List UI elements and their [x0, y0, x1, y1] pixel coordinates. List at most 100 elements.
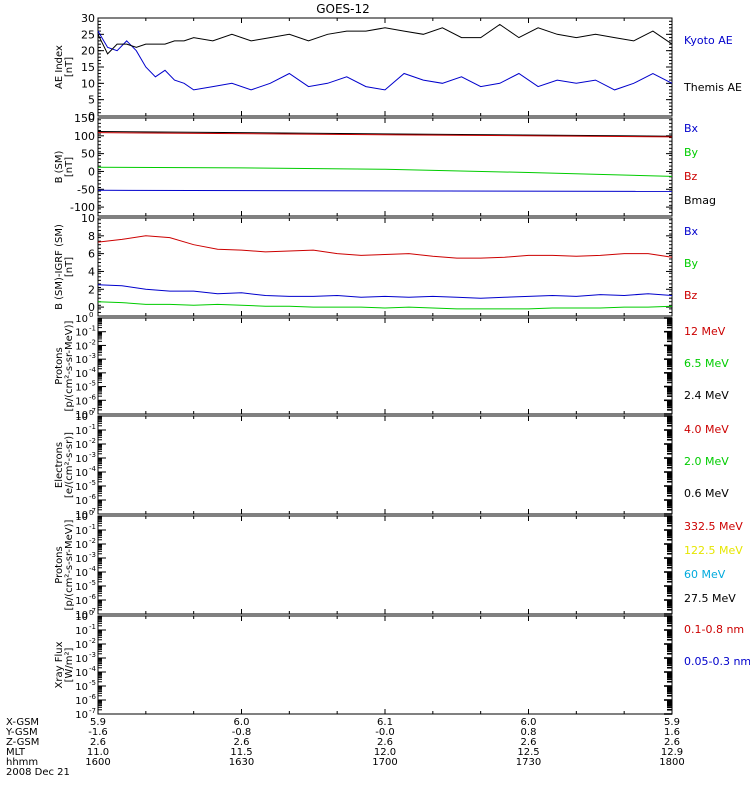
y-tick-label: 50 — [81, 148, 95, 161]
x-axis-row-label: Z-GSM — [6, 737, 39, 748]
y-tick-label: 10 — [75, 710, 88, 721]
series-line-by — [97, 301, 673, 310]
y-tick-label: 10 — [75, 454, 88, 465]
y-tick-label: 10 — [75, 668, 88, 679]
y-tick-exponent: -3 — [89, 451, 96, 459]
y-tick-label: 10 — [75, 328, 88, 339]
panel-frame — [97, 415, 673, 515]
x-axis-row-label: hhmm — [6, 757, 38, 768]
y-tick-exponent: -5 — [89, 579, 96, 587]
y-tick-label: 10 — [75, 626, 88, 637]
series-line-bz — [97, 132, 673, 138]
y-tick-exponent: -6 — [89, 393, 97, 401]
series-line-by — [97, 166, 673, 177]
y-tick-exponent: 0 — [89, 609, 93, 617]
x-tick-value: -0.0 — [375, 727, 395, 738]
y-tick-label: 10 — [75, 696, 88, 707]
x-tick-value: 2.6 — [90, 737, 106, 748]
y-tick-label: 0 — [88, 301, 95, 314]
y-axis-label-line: B (SM)-IGRF (SM) — [54, 224, 65, 310]
y-tick-label: 10 — [75, 540, 88, 551]
y-axis-label: AE Index[nT] — [54, 45, 75, 89]
y-tick-exponent: -7 — [89, 707, 96, 715]
legend-0-6-mev: 0.6 MeV — [684, 487, 729, 500]
y-tick-label: -100 — [70, 201, 95, 214]
plot-title: GOES-12 — [316, 2, 370, 16]
y-tick-label: 0 — [88, 110, 95, 123]
y-tick-label: 10 — [75, 482, 88, 493]
legend-by: By — [684, 146, 699, 159]
y-axis-label-line: B (SM) — [54, 150, 65, 183]
y-tick-exponent: 0 — [89, 409, 93, 417]
legend-4-0-mev: 4.0 MeV — [684, 423, 729, 436]
panel-frame — [97, 515, 673, 615]
y-tick-label: 10 — [75, 654, 88, 665]
y-tick-label: 8 — [88, 230, 95, 243]
y-tick-label: 10 — [75, 582, 88, 593]
x-tick-value: 1700 — [372, 757, 397, 768]
x-tick-value: -0.8 — [232, 727, 252, 738]
x-axis-labels: X-GSMY-GSMZ-GSMMLThhmm5.9-1.62.611.01600… — [5, 717, 685, 778]
y-tick-label: 0 — [88, 165, 95, 178]
y-tick-label: 5 — [88, 94, 95, 107]
y-tick-label: -50 — [77, 183, 95, 196]
y-tick-label: 10 — [75, 341, 88, 352]
y-tick-exponent: -4 — [89, 565, 97, 573]
x-tick-value: 1800 — [659, 757, 684, 768]
y-axis-label: Electrons[e/(cm²-s-sr)] — [54, 432, 75, 498]
x-tick-value: 12.5 — [517, 747, 539, 758]
x-tick-value: 12.9 — [661, 747, 683, 758]
y-axis-label: Protons[p/(cm²-s-sr-MeV)] — [54, 519, 75, 610]
x-tick-value: 11.5 — [230, 747, 252, 758]
y-tick-label: 30 — [81, 12, 95, 25]
y-tick-label: 25 — [81, 28, 95, 41]
y-tick-exponent: -7 — [89, 407, 96, 415]
legend-kyoto-ae: Kyoto AE — [684, 34, 733, 47]
series-line-bx — [97, 284, 673, 299]
y-tick-label: 10 — [81, 77, 95, 90]
y-tick-label: 10 — [75, 314, 88, 325]
legend-bz: Bz — [684, 289, 698, 302]
y-axis-label-line: [nT] — [64, 57, 75, 77]
panel-frame — [97, 615, 673, 715]
y-tick-label: 20 — [81, 45, 95, 58]
y-axis-label-line: [nT] — [64, 257, 75, 277]
y-tick-exponent: -5 — [89, 380, 96, 388]
legend-2-0-mev: 2.0 MeV — [684, 455, 729, 468]
legend-bmag: Bmag — [684, 194, 716, 207]
x-tick-value: 2.6 — [664, 737, 680, 748]
y-axis-label-line: Xray Flux — [54, 641, 65, 688]
y-tick-label: 10 — [75, 440, 88, 451]
y-tick-label: 10 — [75, 426, 88, 437]
legend-by: By — [684, 257, 699, 270]
x-tick-value: 1.6 — [664, 727, 680, 738]
y-axis-label: B (SM)-IGRF (SM)[nT] — [54, 224, 75, 310]
y-tick-exponent: 0 — [89, 311, 93, 319]
x-tick-value: 5.9 — [90, 717, 106, 728]
y-axis-label: Xray Flux[W/m²] — [54, 641, 75, 688]
legend-bx: Bx — [684, 122, 699, 135]
y-tick-exponent: -6 — [89, 593, 97, 601]
x-axis-row-label: X-GSM — [6, 717, 39, 728]
y-tick-label: 10 — [75, 410, 88, 421]
y-tick-label: 10 — [75, 510, 88, 521]
y-tick-exponent: -3 — [89, 651, 96, 659]
y-tick-exponent: -3 — [89, 551, 96, 559]
x-tick-value: -1.6 — [88, 727, 108, 738]
y-tick-label: 10 — [75, 640, 88, 651]
y-axis-label-line: Electrons — [54, 442, 65, 488]
x-tick-value: 0.8 — [521, 727, 537, 738]
y-tick-label: 10 — [75, 526, 88, 537]
y-axis-label-line: [p/(cm²-s-sr-MeV)] — [64, 320, 75, 411]
panel-frame — [97, 317, 673, 415]
y-tick-label: 10 — [75, 612, 88, 623]
y-tick-exponent: -5 — [89, 679, 96, 687]
x-tick-value: 6.0 — [521, 717, 537, 728]
legend-60-mev: 60 MeV — [684, 568, 726, 581]
x-tick-value: 6.1 — [377, 717, 393, 728]
series-line-bx — [97, 189, 673, 192]
